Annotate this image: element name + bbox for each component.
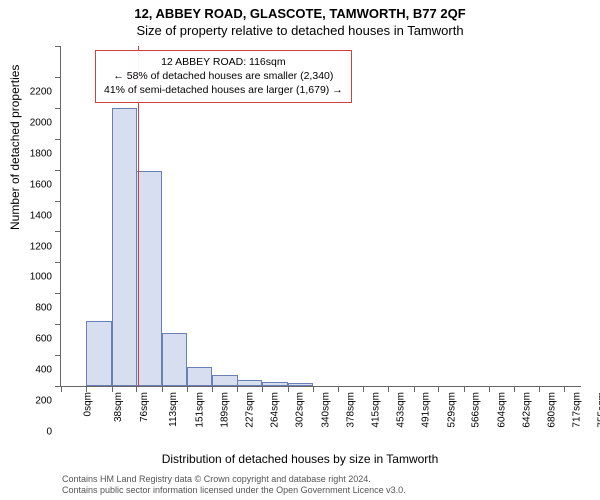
x-tick (162, 386, 163, 392)
x-tick-label: 491sqm (421, 392, 432, 428)
x-tick-label: 415sqm (370, 392, 381, 428)
plot-region: 12 ABBEY ROAD: 116sqm← 58% of detached h… (60, 46, 581, 387)
histogram-bar (212, 375, 237, 386)
y-tick (55, 170, 61, 171)
x-tick-label: 302sqm (295, 392, 306, 428)
y-tick-label: 1400 (12, 210, 52, 221)
histogram-bar (162, 333, 187, 386)
x-tick (288, 386, 289, 392)
x-tick (539, 386, 540, 392)
x-tick (363, 386, 364, 392)
page-title-address: 12, ABBEY ROAD, GLASCOTE, TAMWORTH, B77 … (0, 0, 600, 21)
y-tick (55, 108, 61, 109)
x-tick-label: 529sqm (446, 392, 457, 428)
x-tick-label: 680sqm (547, 392, 558, 428)
histogram-bar (262, 382, 287, 386)
x-tick-label: 76sqm (139, 392, 150, 422)
x-tick-label: 378sqm (346, 392, 357, 428)
x-tick-label: 340sqm (320, 392, 331, 428)
x-tick-label: 227sqm (245, 392, 256, 428)
x-tick-label: 453sqm (396, 392, 407, 428)
chart-area: 12 ABBEY ROAD: 116sqm← 58% of detached h… (60, 46, 580, 416)
x-tick (136, 386, 137, 392)
x-tick (338, 386, 339, 392)
x-tick (564, 386, 565, 392)
y-tick-label: 600 (12, 334, 52, 345)
footer-line2: Contains public sector information licen… (62, 485, 406, 496)
y-tick-label: 1200 (12, 241, 52, 252)
y-tick (55, 77, 61, 78)
x-tick (489, 386, 490, 392)
x-tick-label: 264sqm (270, 392, 281, 428)
y-tick-label: 1600 (12, 179, 52, 190)
x-tick-label: 113sqm (168, 392, 179, 427)
x-tick (438, 386, 439, 392)
x-tick (414, 386, 415, 392)
y-tick (55, 293, 61, 294)
y-tick (55, 324, 61, 325)
histogram-bar (86, 321, 111, 386)
y-tick (55, 139, 61, 140)
y-tick-label: 0 (12, 427, 52, 438)
x-tick-label: 0sqm (82, 392, 93, 416)
y-tick-label: 2000 (12, 117, 52, 128)
x-tick (514, 386, 515, 392)
x-tick-label: 151sqm (194, 392, 205, 428)
page-subtitle: Size of property relative to detached ho… (0, 21, 600, 38)
footer-line1: Contains HM Land Registry data © Crown c… (62, 474, 406, 485)
x-tick (464, 386, 465, 392)
y-tick (55, 262, 61, 263)
y-tick (55, 231, 61, 232)
y-tick-label: 800 (12, 303, 52, 314)
y-tick-label: 400 (12, 365, 52, 376)
y-tick (55, 201, 61, 202)
histogram-bar (187, 367, 212, 386)
histogram-bar (288, 383, 313, 386)
annotation-line: 12 ABBEY ROAD: 116sqm (104, 55, 343, 69)
x-tick-label: 566sqm (471, 392, 482, 428)
x-tick (388, 386, 389, 392)
x-tick (187, 386, 188, 392)
x-tick (61, 386, 62, 392)
x-axis-label: Distribution of detached houses by size … (0, 452, 600, 466)
x-tick (313, 386, 314, 392)
x-tick (237, 386, 238, 392)
histogram-bar (237, 380, 262, 386)
y-tick-label: 1800 (12, 148, 52, 159)
annotation-line: ← 58% of detached houses are smaller (2,… (104, 69, 343, 83)
x-tick-label: 38sqm (113, 392, 124, 422)
x-tick (212, 386, 213, 392)
annotation-box: 12 ABBEY ROAD: 116sqm← 58% of detached h… (95, 50, 352, 103)
y-tick-label: 2200 (12, 87, 52, 98)
x-tick-label: 189sqm (220, 392, 231, 428)
x-tick-label: 604sqm (496, 392, 507, 428)
histogram-bar (112, 108, 137, 386)
x-tick-label: 717sqm (572, 392, 583, 428)
y-tick-label: 1000 (12, 272, 52, 283)
footer-attribution: Contains HM Land Registry data © Crown c… (62, 474, 406, 497)
histogram-bar (136, 171, 161, 386)
x-tick-label: 642sqm (522, 392, 533, 428)
y-tick (55, 355, 61, 356)
x-tick (262, 386, 263, 392)
annotation-line: 41% of semi-detached houses are larger (… (104, 83, 343, 97)
y-tick-label: 200 (12, 396, 52, 407)
y-tick (55, 46, 61, 47)
